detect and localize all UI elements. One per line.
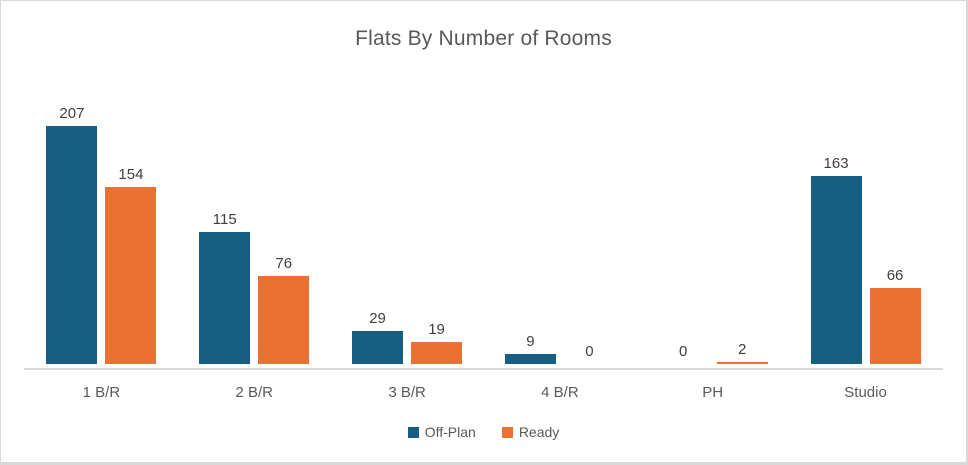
bar-column-ready-3-b-r: 19 (411, 321, 463, 364)
data-label-ready-studio: 66 (886, 267, 904, 284)
bar-column-off-plan-2-b-r: 115 (199, 211, 251, 364)
bar-ready-ph[interactable] (716, 362, 768, 364)
legend-item-off-plan[interactable]: Off-Plan (407, 424, 476, 440)
legend-label-off-plan: Off-Plan (424, 424, 476, 440)
bar-off-plan-2-b-r[interactable] (199, 232, 251, 364)
bar-off-plan-1-b-r[interactable] (46, 126, 98, 364)
plot-area: 207 154 115 76 29 19 9 0 0 2 163 66 (25, 80, 942, 364)
category-label-3-b-r: 3 B/R (388, 384, 426, 401)
bar-column-ready-2-b-r: 76 (258, 255, 310, 364)
bar-column-off-plan-studio: 163 (810, 155, 862, 364)
bar-ready-1-b-r[interactable] (105, 187, 157, 364)
category-label-ph: PH (702, 384, 724, 401)
x-axis-category-labels: 1 B/R 2 B/R 3 B/R 4 B/R PH Studio (25, 384, 942, 401)
category-label-4-b-r: 4 B/R (541, 384, 579, 401)
legend-swatch-ready (501, 426, 513, 438)
bar-column-off-plan-1-b-r: 207 (46, 105, 98, 364)
category-group-1-b-r: 207 154 (25, 80, 178, 364)
data-label-off-plan-3-b-r: 29 (369, 310, 386, 327)
bar-ready-3-b-r[interactable] (411, 342, 463, 364)
bar-off-plan-3-b-r[interactable] (352, 331, 404, 364)
category-label-1-b-r: 1 B/R (82, 384, 121, 401)
legend-swatch-off-plan (407, 426, 419, 438)
bar-column-off-plan-3-b-r: 29 (352, 310, 404, 364)
category-group-3-b-r: 29 19 (331, 80, 484, 364)
data-label-ready-4-b-r: 0 (585, 343, 594, 360)
category-label-2-b-r: 2 B/R (235, 384, 273, 401)
data-label-off-plan-ph: 0 (679, 343, 688, 360)
data-label-ready-2-b-r: 76 (275, 255, 293, 272)
x-axis-line (24, 368, 943, 370)
bar-column-off-plan-4-b-r: 9 (504, 333, 556, 364)
data-label-off-plan-studio: 163 (823, 155, 849, 172)
category-group-studio: 163 66 (789, 80, 942, 364)
legend-item-ready[interactable]: Ready (501, 424, 560, 440)
chart-title: Flats By Number of Rooms (355, 27, 612, 50)
data-label-off-plan-4-b-r: 9 (526, 333, 535, 350)
bar-off-plan-4-b-r[interactable] (504, 354, 556, 364)
legend-label-ready: Ready (518, 424, 560, 440)
bar-column-off-plan-ph: 0 (658, 344, 709, 364)
category-group-2-b-r: 115 76 (178, 80, 331, 364)
bar-column-ready-ph: 2 (716, 341, 768, 364)
bar-ready-studio[interactable] (869, 288, 921, 364)
data-label-ready-1-b-r: 154 (118, 166, 144, 183)
bar-column-ready-4-b-r: 0 (564, 344, 615, 364)
data-label-ready-3-b-r: 19 (428, 321, 445, 338)
bar-column-ready-1-b-r: 154 (105, 166, 157, 364)
data-label-ready-ph: 2 (738, 341, 747, 358)
category-label-studio: Studio (844, 384, 887, 401)
legend: Off-Plan Ready (1, 424, 966, 440)
bar-column-ready-studio: 66 (869, 267, 921, 364)
data-label-off-plan-2-b-r: 115 (212, 211, 237, 228)
data-label-off-plan-1-b-r: 207 (59, 105, 85, 122)
bar-off-plan-studio[interactable] (810, 176, 862, 364)
bar-ready-2-b-r[interactable] (258, 276, 310, 364)
